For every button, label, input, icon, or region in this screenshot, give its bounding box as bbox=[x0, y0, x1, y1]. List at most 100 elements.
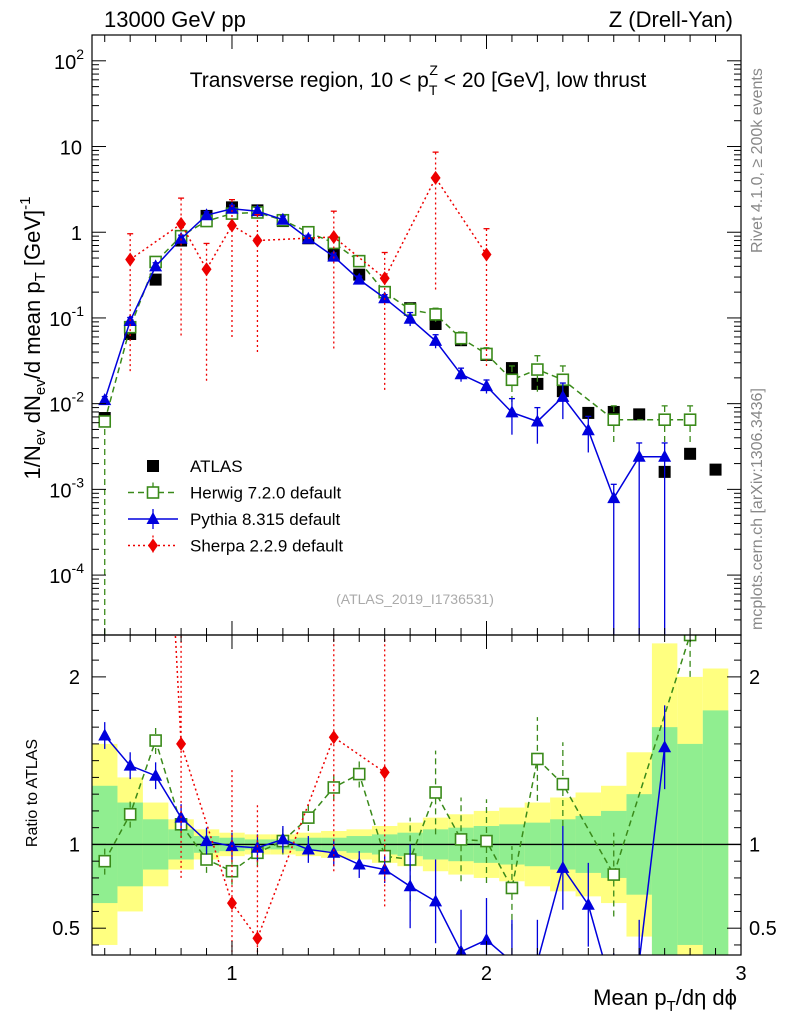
axes: 10-4 10-3 10-2 10-1 1 10 102 0.5 0.5 1 1 2 2 1 2 3 bbox=[49, 34, 777, 985]
ratio-point bbox=[378, 862, 392, 875]
ratio-point bbox=[479, 932, 493, 945]
ratio-point bbox=[123, 807, 137, 821]
ratio-y-tick-label-left: 1 bbox=[69, 834, 80, 856]
mcplots-label: mcplots.cern.ch [arXiv:1306.3436] bbox=[749, 388, 766, 630]
data-point bbox=[505, 405, 519, 418]
data-point bbox=[429, 317, 442, 330]
data-point bbox=[581, 423, 595, 436]
x-axis-title: Mean pT/dη dϕ bbox=[593, 985, 737, 1015]
x-tick-label: 3 bbox=[735, 963, 746, 985]
data-point bbox=[556, 389, 570, 402]
ratio-point bbox=[149, 768, 163, 781]
main-y-tick-label: 10 bbox=[60, 138, 82, 160]
ratio-point bbox=[98, 728, 112, 741]
analysis-watermark: (ATLAS_2019_I1736531) bbox=[336, 591, 494, 607]
data-point bbox=[658, 449, 672, 462]
legend-label: ATLAS bbox=[190, 457, 243, 476]
ratio-point bbox=[200, 853, 213, 866]
data-point bbox=[632, 449, 646, 462]
ratio-point bbox=[511, 954, 513, 955]
main-y-tick-label: 10-2 bbox=[49, 389, 84, 417]
main-title-text-a: Transverse region, 10 < p bbox=[190, 69, 429, 92]
ratio-point bbox=[302, 811, 315, 824]
data-point bbox=[200, 208, 214, 221]
data-point bbox=[378, 291, 392, 304]
legend-marker bbox=[147, 460, 159, 472]
ratio-series-sherpa bbox=[174, 635, 390, 955]
ratio-y-tick-label-left: 0.5 bbox=[52, 918, 80, 940]
main-y-tick-label: 10-4 bbox=[49, 560, 84, 588]
data-point bbox=[226, 218, 237, 233]
ratio-point bbox=[352, 857, 366, 870]
ratio-panel bbox=[92, 635, 741, 955]
legend: ATLAS Herwig 7.2.0 default Pythia 8.315 de… bbox=[128, 457, 343, 556]
data-point bbox=[505, 373, 519, 387]
rivet-label: Rivet 4.1.0, ≥ 200k events bbox=[749, 68, 766, 253]
data-point bbox=[149, 273, 162, 286]
ratio-point bbox=[327, 781, 341, 794]
data-point bbox=[201, 262, 212, 277]
ratio-point bbox=[454, 833, 468, 846]
ratio-point bbox=[328, 730, 339, 745]
legend-label: Pythia 8.315 default bbox=[190, 510, 341, 529]
data-point bbox=[658, 413, 671, 426]
ratio-point bbox=[176, 736, 187, 751]
series-herwig bbox=[98, 206, 697, 635]
ratio-point bbox=[379, 765, 390, 780]
ratio-point bbox=[581, 897, 595, 910]
data-point bbox=[683, 413, 697, 426]
data-point bbox=[250, 204, 264, 217]
data-point bbox=[429, 308, 442, 321]
data-point bbox=[328, 229, 339, 244]
data-point bbox=[98, 393, 112, 406]
data-point bbox=[479, 379, 493, 392]
data-point bbox=[454, 331, 468, 345]
data-point bbox=[709, 463, 722, 476]
ratio-point bbox=[556, 860, 570, 873]
ratio-point bbox=[98, 854, 112, 868]
legend-marker bbox=[148, 538, 158, 553]
uncertainty-band-green bbox=[702, 710, 729, 955]
process-label: Z (Drell-Yan) bbox=[609, 7, 733, 32]
legend-label: Herwig 7.2.0 default bbox=[190, 484, 341, 503]
data-point bbox=[607, 491, 621, 504]
ratio-y-tick-label-right: 2 bbox=[749, 667, 760, 689]
ratio-frame bbox=[91, 634, 742, 956]
ratio-series-line bbox=[174, 635, 386, 940]
ratio-point bbox=[639, 954, 640, 955]
ratio-point bbox=[276, 832, 290, 845]
ratio-point bbox=[301, 842, 315, 855]
main-title-sup: Z bbox=[429, 62, 438, 78]
main-plot-area bbox=[98, 151, 722, 635]
ratio-y-axis-title: Ratio to ATLAS bbox=[24, 739, 41, 847]
data-point bbox=[174, 231, 188, 244]
ratio-point bbox=[352, 767, 366, 781]
x-tick-label: 1 bbox=[226, 963, 237, 985]
ratio-y-tick-label-right: 0.5 bbox=[749, 918, 777, 940]
main-title: Transverse region, 10 < pTZ < 20 [GeV], … bbox=[190, 62, 647, 98]
ratio-point bbox=[429, 786, 442, 799]
data-point bbox=[176, 216, 187, 231]
ratio-y-tick-label-left: 2 bbox=[69, 667, 80, 689]
ratio-point bbox=[200, 834, 214, 847]
data-point bbox=[607, 413, 621, 426]
ratio-point bbox=[480, 834, 493, 848]
main-y-axis-title: 1/Nev dNev/d mean pT [GeV]-1 bbox=[17, 197, 49, 480]
series-line bbox=[129, 176, 488, 280]
series-atlas bbox=[98, 201, 722, 478]
ratio-point bbox=[607, 868, 621, 881]
main-title-sub: T bbox=[429, 82, 438, 98]
data-point bbox=[429, 333, 443, 346]
data-point bbox=[530, 414, 544, 427]
ratio-point bbox=[252, 931, 263, 946]
main-y-tick-label: 102 bbox=[54, 46, 84, 74]
data-point bbox=[327, 249, 341, 262]
legend-label: Sherpa 2.2.9 default bbox=[190, 537, 343, 556]
data-point bbox=[225, 201, 239, 214]
ratio-y-tick-label-right: 1 bbox=[749, 834, 760, 856]
data-point bbox=[430, 170, 441, 185]
legend-marker bbox=[146, 486, 160, 499]
ratio-point bbox=[658, 740, 672, 753]
data-point bbox=[379, 271, 390, 286]
